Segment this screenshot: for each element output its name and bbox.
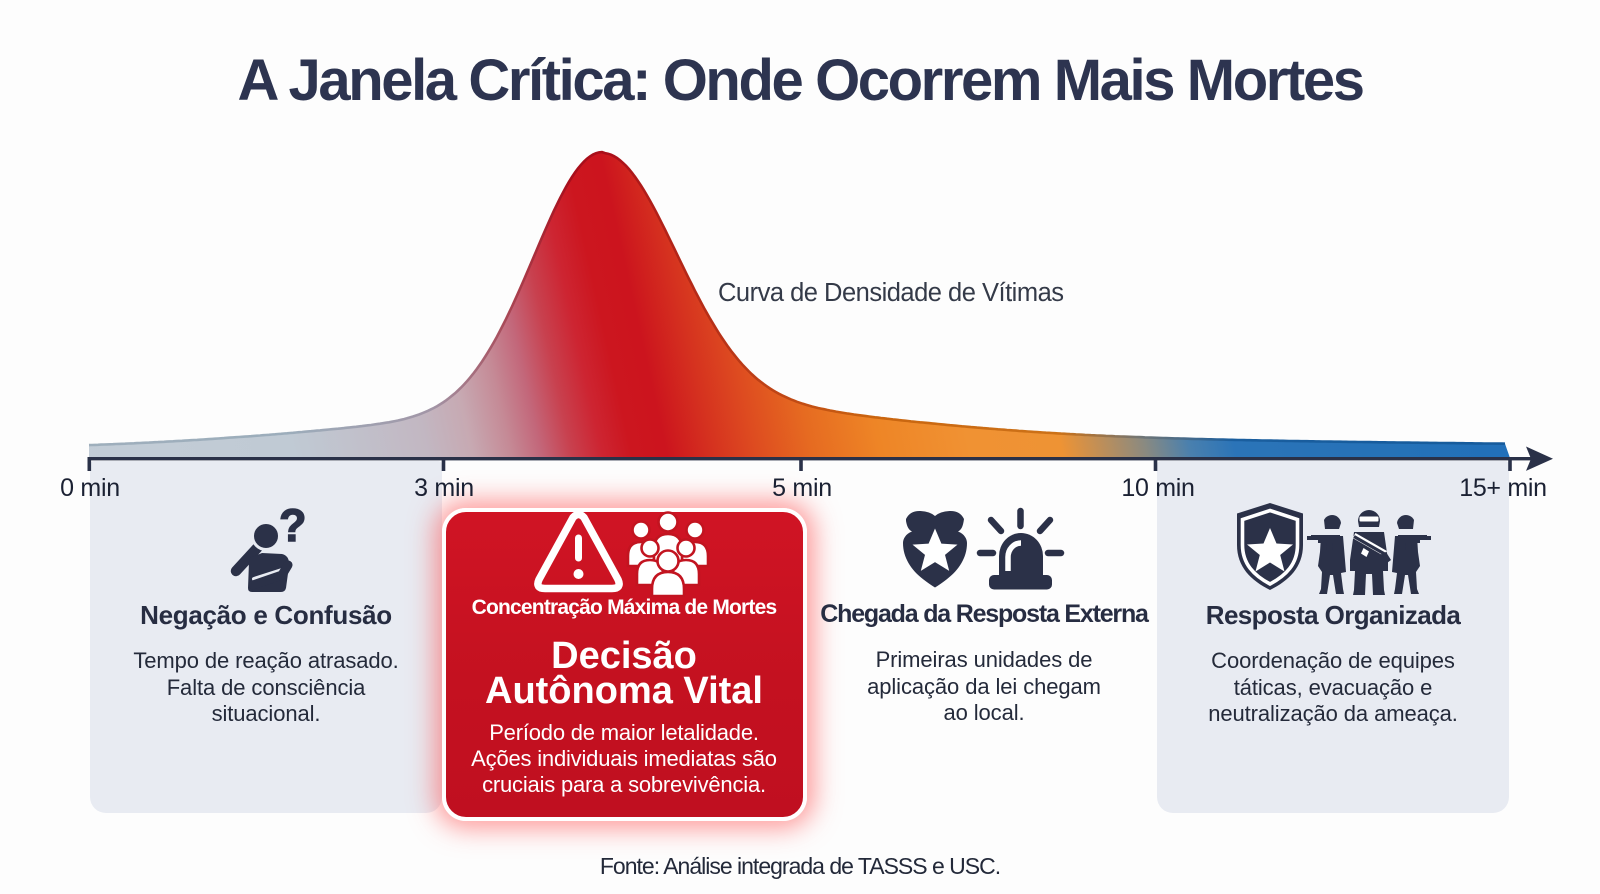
svg-text:?: ? [279,500,307,551]
